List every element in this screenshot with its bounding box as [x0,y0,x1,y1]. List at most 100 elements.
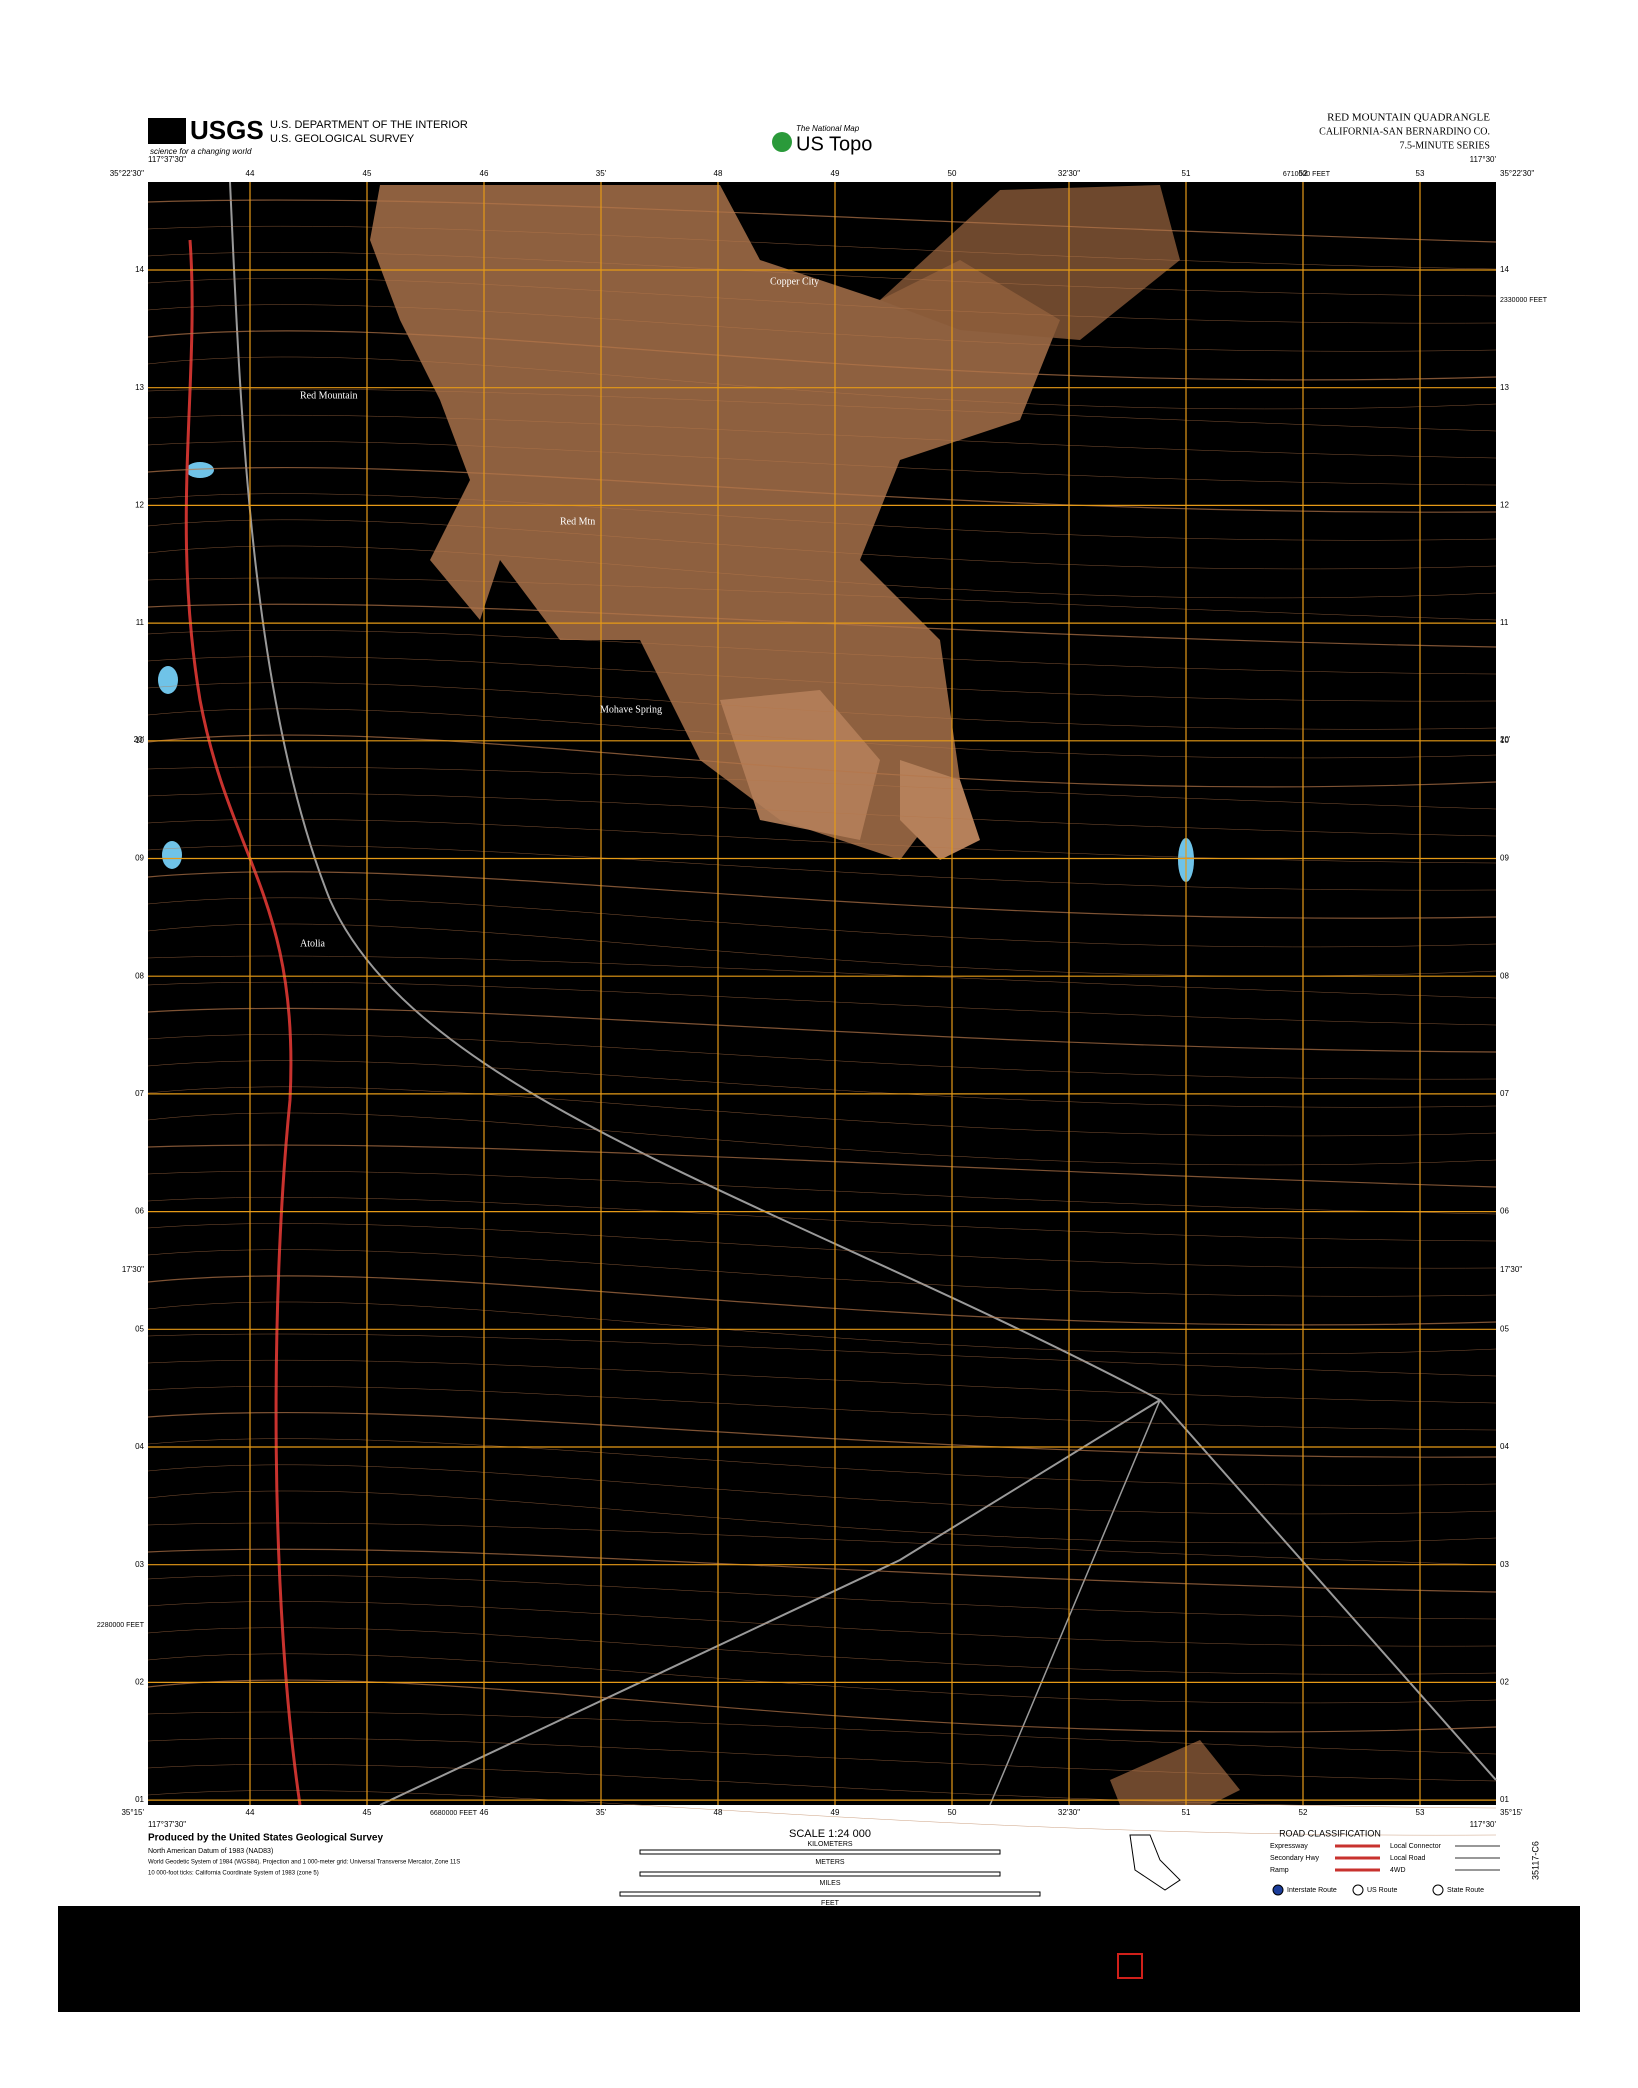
contour [147,1060,1497,1108]
top-tick-label: 53 [1416,169,1425,178]
bottom-tick-label: 35' [596,1808,607,1817]
highway [184,239,302,1806]
scale: SCALE 1:24 000 [789,1828,871,1840]
contour [147,199,1497,243]
left-tick-label: 10 [135,736,144,745]
department: U.S. DEPARTMENT OF THE INTERIOR [270,119,468,131]
corner-label: 35°15' [121,1808,144,1817]
feet-label: 6680000 FEET [430,1810,478,1817]
quad-code: 35117-C6 [1530,1841,1540,1880]
bottom-tick-label: 49 [831,1808,840,1817]
road-label: Ramp [1270,1867,1289,1874]
top-tick-label: 44 [246,169,255,178]
contour [147,845,1497,891]
producer: Produced by the United States Geological… [148,1833,383,1844]
left-tick-label: 06 [135,1207,144,1216]
top-tick-label: 45 [363,169,372,178]
place-label: Mohave Spring [600,704,662,715]
minute-label: 17'30" [1500,1265,1522,1274]
contour [147,897,1497,948]
contour [147,1249,1497,1297]
feet-label: 2330000 FEET [1500,297,1548,304]
contour [147,871,1497,919]
road [229,181,1497,1781]
contour [147,1627,1497,1675]
right-tick-label: 03 [1500,1560,1509,1569]
water [186,462,214,478]
unit-label: METERS [815,1859,845,1866]
contour [147,1333,1497,1377]
contour [147,1438,1497,1486]
bottom-tick-label: 53 [1416,1808,1425,1817]
bottom-band [58,1906,1580,2012]
contour [147,1144,1497,1188]
highland [720,690,880,840]
right-tick-label: 14 [1500,265,1509,274]
minute-label: 20' [1500,735,1511,744]
contour [147,630,1497,675]
contour [147,330,1497,381]
water [158,666,178,694]
route-shield [1432,1884,1444,1896]
route-shield [1272,1884,1284,1896]
right-tick-label: 09 [1500,854,1509,863]
contour [147,493,1497,541]
minute-label: 20' [134,735,145,744]
usgs-logo: USGS [190,115,264,145]
highland [370,185,1060,860]
contour [147,1464,1497,1515]
contour [147,1007,1497,1053]
left-tick-label: 01 [135,1795,144,1804]
contour [147,1790,1497,1836]
place-label: Copper City [770,276,819,287]
contour [147,734,1497,788]
top-tick-label: 35' [596,169,607,178]
contour [147,1548,1497,1593]
contours [147,199,1497,1836]
contour [147,441,1497,486]
quad-title: RED MOUNTAIN QUADRANGLE [1327,112,1490,124]
contour [147,766,1497,810]
contour [147,225,1497,270]
contour [147,304,1497,352]
place-label: Red Mountain [300,390,358,401]
usgs-logo-mark [148,118,186,144]
unit-label: MILES [819,1880,840,1887]
bottom-tick-label: 46 [480,1808,489,1817]
contour [147,1197,1497,1242]
unit-label: FEET [821,1900,840,1907]
contour [147,1601,1497,1647]
right-tick-label: 06 [1500,1207,1509,1216]
contour [147,1411,1497,1458]
left-tick-label: 11 [136,618,145,627]
top-tick-label: 52 [1299,169,1308,178]
contour [147,1112,1497,1166]
water [162,841,182,869]
contour [147,1170,1497,1215]
top-tick-label: 50 [948,169,957,178]
right-tick-label: 05 [1500,1324,1509,1333]
bottom-tick-label: 51 [1182,1808,1191,1817]
left-tick-label: 04 [135,1442,144,1451]
contour [147,792,1497,837]
top-tick-label: 48 [714,169,723,178]
place-label: Atolia [300,938,326,949]
bottom-tick-label: 48 [714,1808,723,1817]
scale-bar [619,1891,1041,1897]
survey: U.S. GEOLOGICAL SURVEY [270,133,415,145]
bottom-tick-label: 44 [246,1808,255,1817]
contour [147,278,1497,324]
contour [147,1086,1497,1137]
contour [147,1034,1497,1080]
feet-label: 6710000 FEET [1283,171,1331,178]
road [379,1399,1161,1806]
right-tick-label: 07 [1500,1089,1509,1098]
contour [147,1301,1497,1355]
highland [880,185,1180,340]
right-tick-label: 13 [1500,383,1509,392]
series: 7.5-MINUTE SERIES [1399,140,1490,151]
contour [147,955,1497,999]
corner-label: 117°30' [1470,155,1497,164]
top-tick-label: 49 [831,169,840,178]
